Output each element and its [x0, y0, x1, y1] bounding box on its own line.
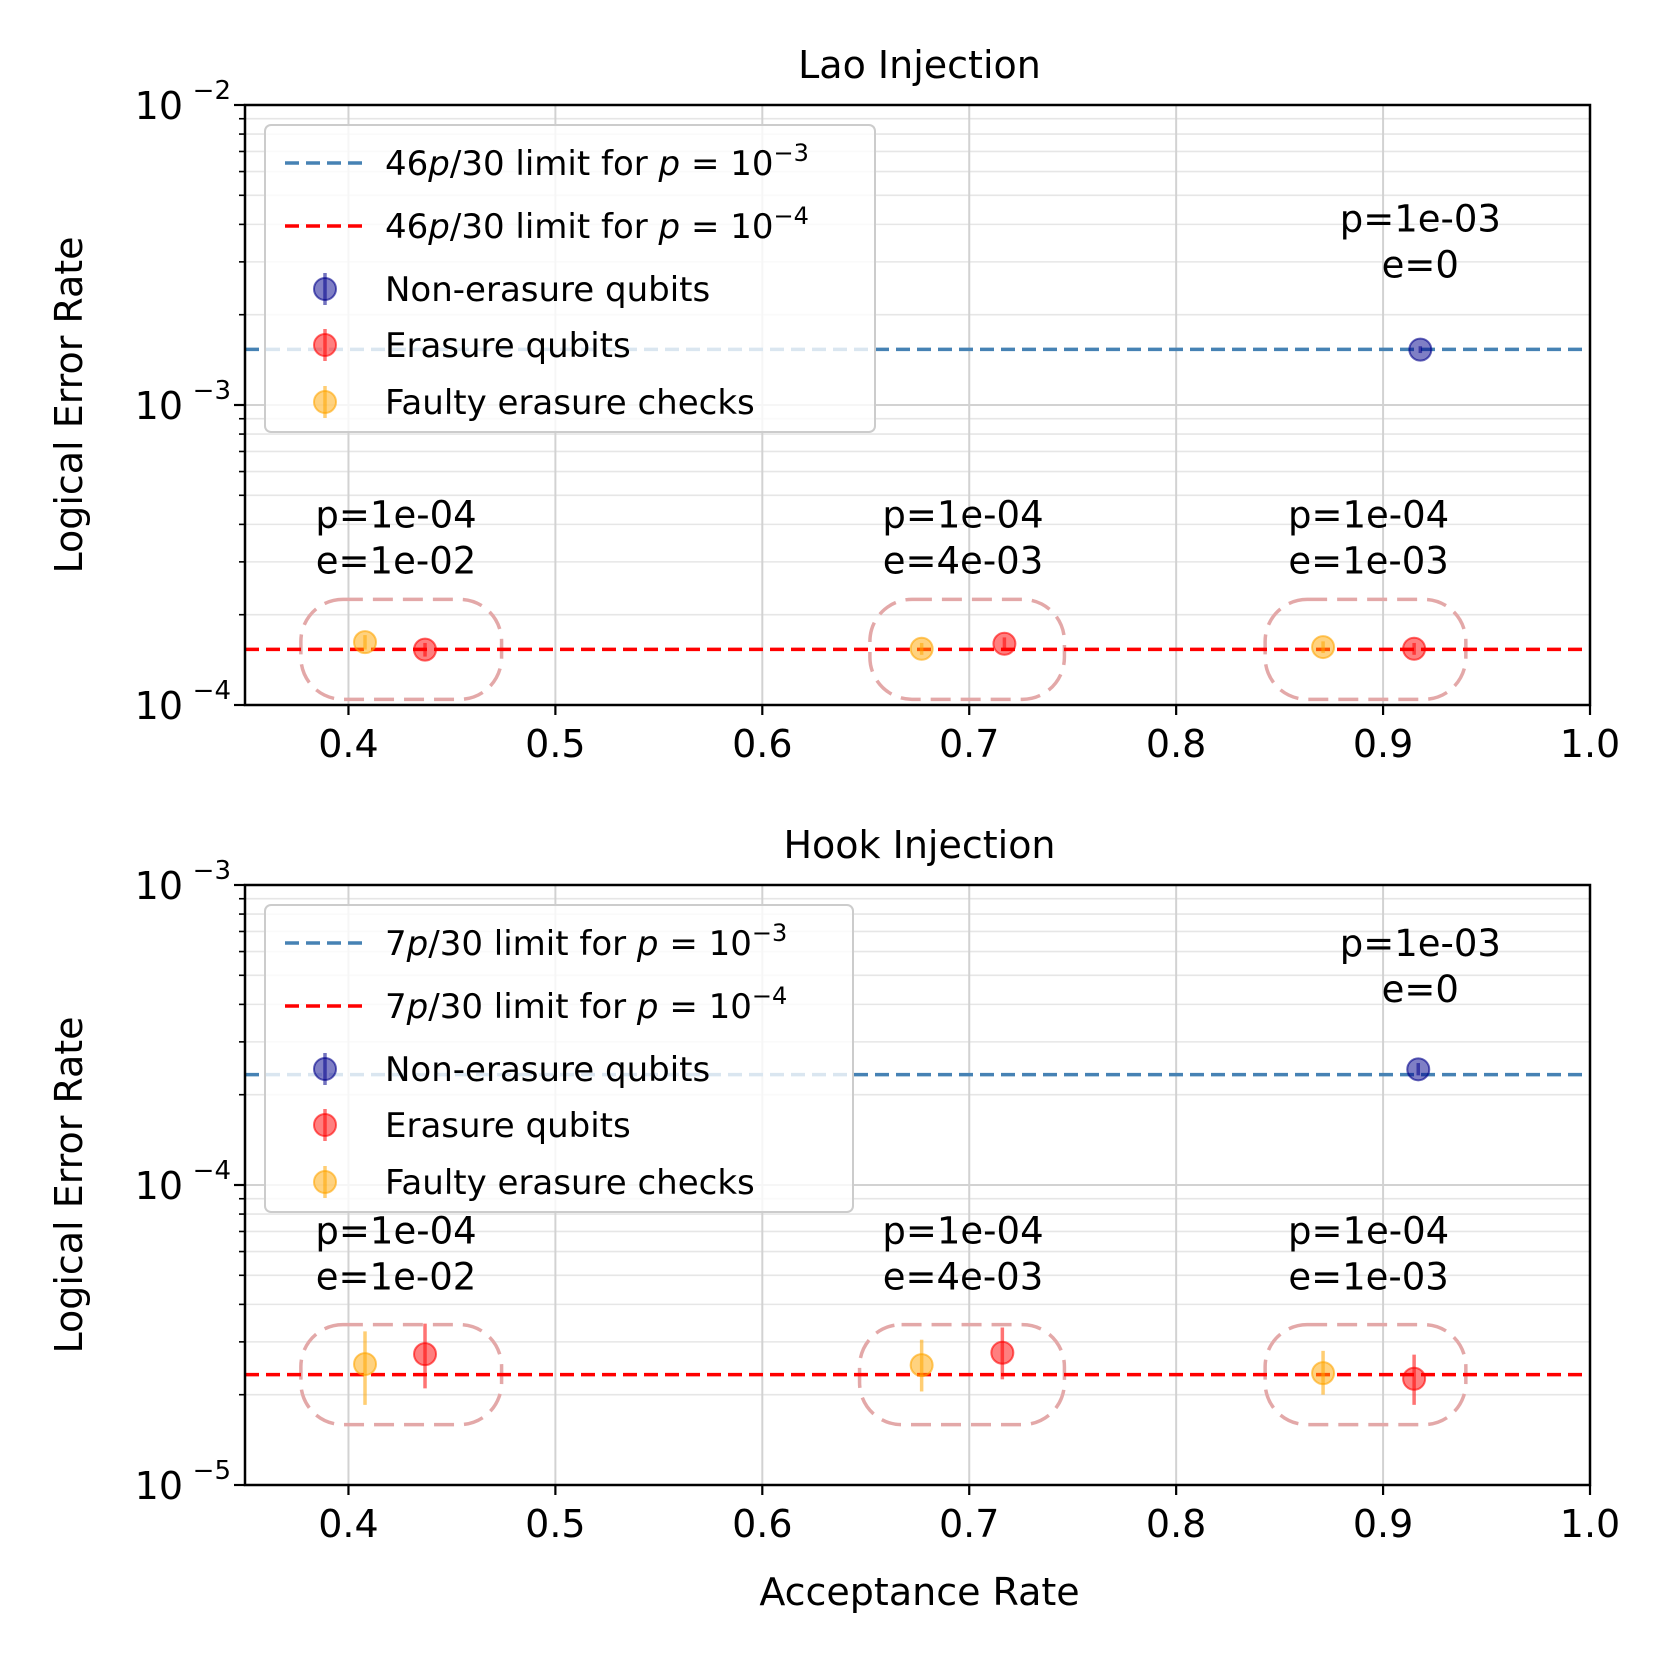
legend-label: 7p/30 limit for p = 10−4	[385, 982, 787, 1027]
x-tick-label: 0.4	[318, 722, 378, 766]
x-tick-label: 0.4	[318, 1502, 378, 1546]
y-tick-exponent: −2	[193, 76, 231, 106]
chart-title: Hook Injection	[783, 823, 1055, 867]
legend-label: Faulty erasure checks	[385, 1163, 755, 1203]
y-tick-label: 10	[135, 864, 183, 908]
y-axis-label: Logical Error Rate	[47, 1016, 91, 1353]
legend-label: 46p/30 limit for p = 10−3	[385, 139, 809, 184]
legend: 7p/30 limit for p = 10−3 7p/30 limit for …	[264, 904, 854, 1213]
y-tick-exponent: −3	[193, 856, 231, 886]
data-point	[909, 1353, 934, 1378]
annotation-line2: e=1e-02	[316, 539, 477, 582]
annotation-line1: p=1e-04	[315, 493, 476, 536]
y-tick-exponent: −5	[193, 1456, 231, 1486]
data-point	[413, 1342, 438, 1367]
data-point	[990, 1340, 1015, 1365]
annotation-line1: p=1e-03	[1340, 922, 1501, 965]
legend-marker-swatch	[313, 1113, 337, 1137]
x-tick-label: 1.0	[1560, 722, 1620, 766]
data-points	[353, 1057, 1431, 1405]
data-point	[413, 637, 438, 662]
x-tick-label: 0.7	[939, 1502, 999, 1546]
annotation-line2: e=1e-03	[1288, 1255, 1449, 1298]
y-axis: 10 −3 10 −4 10 −5	[135, 856, 245, 1508]
data-point	[992, 631, 1017, 656]
annotation-line1: p=1e-04	[882, 493, 1043, 536]
legend-label: 7p/30 limit for p = 10−3	[385, 919, 787, 964]
legend-marker-swatch	[313, 1170, 337, 1194]
y-tick-base: 10	[135, 384, 183, 428]
y-axis: 10 −2 10 −3 10 −4	[135, 76, 245, 728]
legend-marker-swatch	[313, 333, 337, 357]
data-point	[1402, 636, 1427, 661]
x-tick-label: 1.0	[1560, 1502, 1620, 1546]
legend-label: Non-erasure qubits	[385, 1050, 710, 1090]
legend-label: 46p/30 limit for p = 10−4	[385, 202, 809, 247]
x-tick-label: 0.8	[1146, 1502, 1206, 1546]
y-tick-label: 10	[135, 1464, 183, 1508]
data-point	[1408, 337, 1433, 362]
y-tick-base: 10	[135, 864, 183, 908]
annotation-line2: e=0	[1382, 968, 1459, 1011]
y-tick-exponent: −4	[193, 1156, 231, 1186]
chart-title: Lao Injection	[798, 43, 1041, 87]
legend-label: Erasure qubits	[385, 326, 631, 366]
data-point	[909, 636, 934, 661]
data-point	[1311, 635, 1336, 660]
annotation-line1: p=1e-04	[1288, 493, 1449, 536]
legend-box	[264, 124, 876, 433]
annotation-line1: p=1e-04	[315, 1209, 476, 1252]
x-tick-label: 0.9	[1353, 1502, 1413, 1546]
y-tick-exponent: −3	[193, 376, 231, 406]
x-axis-label: Acceptance Rate	[759, 1570, 1079, 1614]
chart-panel-1: p=1e-03e=0p=1e-04e=1e-02p=1e-04e=4e-03p=…	[47, 43, 1620, 766]
annotations: p=1e-03e=0p=1e-04e=1e-02p=1e-04e=4e-03p=…	[315, 922, 1501, 1298]
annotation-line2: e=0	[1382, 243, 1459, 286]
x-tick-label: 0.6	[732, 722, 792, 766]
annotation-line1: p=1e-04	[882, 1209, 1043, 1252]
x-tick-label: 0.5	[525, 722, 585, 766]
x-tick-label: 0.6	[732, 1502, 792, 1546]
y-tick-label: 10	[135, 684, 183, 728]
data-point	[353, 630, 378, 655]
y-tick-exponent: −4	[193, 676, 231, 706]
legend-box	[264, 904, 854, 1213]
y-axis-label: Logical Error Rate	[47, 236, 91, 573]
legend-label: Non-erasure qubits	[385, 270, 710, 310]
data-point	[353, 1352, 378, 1377]
y-tick-base: 10	[135, 1464, 183, 1508]
y-tick-label: 10	[135, 84, 183, 128]
annotation-line2: e=4e-03	[883, 1255, 1044, 1298]
legend: 46p/30 limit for p = 10−3 46p/30 limit fo…	[264, 124, 876, 433]
annotation-line2: e=1e-03	[1288, 539, 1449, 582]
y-tick-base: 10	[135, 1164, 183, 1208]
annotation-line2: e=1e-02	[316, 1255, 477, 1298]
x-tick-label: 0.5	[525, 1502, 585, 1546]
legend-marker-swatch	[313, 1057, 337, 1081]
y-tick-base: 10	[135, 684, 183, 728]
y-tick-base: 10	[135, 84, 183, 128]
data-point	[1402, 1366, 1427, 1391]
legend-label: Erasure qubits	[385, 1106, 631, 1146]
annotations: p=1e-03e=0p=1e-04e=1e-02p=1e-04e=4e-03p=…	[315, 197, 1501, 582]
chart-panel-2: p=1e-03e=0p=1e-04e=1e-02p=1e-04e=4e-03p=…	[47, 823, 1620, 1614]
legend-label: Faulty erasure checks	[385, 383, 755, 423]
x-tick-label: 0.9	[1353, 722, 1413, 766]
data-points	[353, 337, 1433, 662]
data-point	[1406, 1057, 1431, 1082]
x-axis: 0.4 0.5 0.6 0.7 0.8 0.9 1.0	[318, 1485, 1620, 1546]
legend-marker-swatch	[313, 277, 337, 301]
x-tick-label: 0.8	[1146, 722, 1206, 766]
y-tick-label: 10	[135, 384, 183, 428]
y-tick-label: 10	[135, 1164, 183, 1208]
annotation-line2: e=4e-03	[883, 539, 1044, 582]
annotation-line1: p=1e-04	[1288, 1209, 1449, 1252]
x-axis: 0.4 0.5 0.6 0.7 0.8 0.9 1.0	[318, 705, 1620, 766]
annotation-line1: p=1e-03	[1340, 197, 1501, 240]
data-point	[1311, 1361, 1336, 1386]
x-tick-label: 0.7	[939, 722, 999, 766]
legend-marker-swatch	[313, 390, 337, 414]
